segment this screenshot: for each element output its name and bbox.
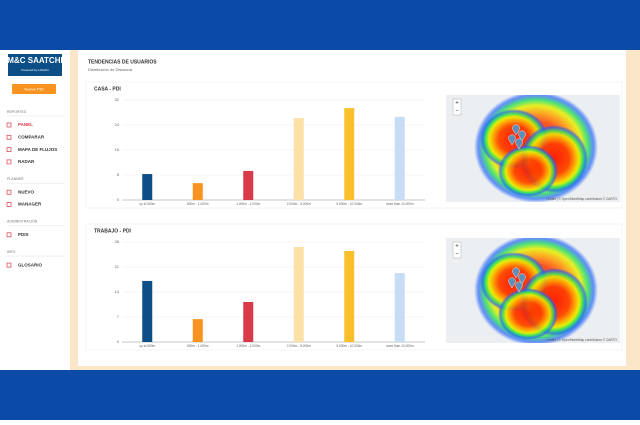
x-tick-label: 500m - 1.000m xyxy=(187,344,209,348)
bar xyxy=(394,273,405,342)
new-poi-button[interactable] xyxy=(12,84,56,94)
map-pin xyxy=(515,138,523,150)
bar xyxy=(142,174,153,200)
bar xyxy=(394,116,405,200)
zoom-control xyxy=(452,241,462,259)
map-pin xyxy=(512,267,520,279)
menu-item[interactable]: PDIS xyxy=(18,232,29,237)
logo-box xyxy=(8,54,62,76)
menu-section: REPORTES xyxy=(7,110,27,114)
heat-blob xyxy=(498,145,558,197)
bar xyxy=(192,183,203,200)
sidebar xyxy=(0,50,70,370)
menu-icon xyxy=(6,159,12,165)
bar xyxy=(344,108,355,200)
logo-sub: Powered by LOGAN xyxy=(21,68,48,72)
new-poi-label[interactable]: Nuevo PDI xyxy=(24,87,43,92)
bar xyxy=(243,302,254,342)
bar xyxy=(243,170,254,200)
map-pin xyxy=(515,281,523,293)
menu-icon xyxy=(6,189,12,195)
x-tick-label: up to 500m xyxy=(139,344,155,348)
menu-item[interactable]: COMPARAR xyxy=(18,134,45,139)
map-pin xyxy=(508,134,516,146)
y-tick-label: 0 xyxy=(117,197,120,202)
map-attribution: Leaflet | © OpenStreetMap contributors ©… xyxy=(546,338,617,342)
x-tick-label: 1.000m - 2.000m xyxy=(236,344,260,348)
zoom-out[interactable]: − xyxy=(455,109,459,115)
menu-icon xyxy=(6,122,12,128)
heatmap xyxy=(474,238,598,343)
x-tick-label: 5.000m - 10.000m xyxy=(336,344,362,348)
heatmap xyxy=(474,95,598,202)
heat-blob xyxy=(498,288,558,340)
menu-icon xyxy=(6,134,12,140)
y-tick-label: 8 xyxy=(117,172,120,177)
map-pin xyxy=(518,130,526,142)
chart-title: CASA - PDI xyxy=(94,86,121,92)
map-pin xyxy=(508,277,516,289)
zoom-in[interactable]: + xyxy=(455,244,459,250)
y-tick-label: 21 xyxy=(115,264,120,269)
map-pin xyxy=(512,124,520,136)
y-tick-label: 24 xyxy=(115,122,120,127)
bar xyxy=(293,247,304,342)
menu-item[interactable]: NUEVO xyxy=(18,189,35,194)
menu-item[interactable]: MANAGER xyxy=(18,202,42,207)
menu-item[interactable]: PANEL xyxy=(18,122,33,127)
y-tick-label: 28 xyxy=(115,239,120,244)
zoom-out[interactable]: − xyxy=(455,252,459,258)
menu-item[interactable]: MAPA DE FLUJOS xyxy=(18,147,57,152)
menu-section: INFO xyxy=(7,250,16,254)
zoom-in[interactable]: + xyxy=(455,101,459,107)
menu-item[interactable]: GLOSARIO xyxy=(18,262,43,267)
x-tick-label: 2.000m - 5.000m xyxy=(287,344,311,348)
x-tick-label: more than 10.000m xyxy=(386,344,414,348)
map-pin xyxy=(518,273,526,285)
page-title: TENDENCIAS DE USUARIOS xyxy=(88,59,157,65)
bar xyxy=(344,250,355,342)
menu-section: PLANNER xyxy=(7,177,24,181)
menu-icon xyxy=(6,202,12,207)
charts: CASA - PDI 0 8 16 24 32 up to 500m 500m - 1.000… xyxy=(85,81,623,351)
bar xyxy=(142,280,153,342)
x-tick-label: up to 500m xyxy=(139,202,155,206)
x-tick-label: 1.000m - 2.000m xyxy=(236,202,260,206)
x-tick-label: 5.000m - 10.000m xyxy=(336,202,362,206)
x-tick-label: 500m - 1.000m xyxy=(187,202,209,206)
y-tick-label: 14 xyxy=(115,289,120,294)
bar xyxy=(293,118,304,200)
x-tick-label: 2.000m - 5.000m xyxy=(287,202,311,206)
page-subtitle: Distribución de Distancia xyxy=(88,67,133,72)
menu-item[interactable]: RADAR xyxy=(18,159,35,164)
map-attribution: Leaflet | © OpenStreetMap contributors ©… xyxy=(546,197,617,201)
y-tick-label: 32 xyxy=(115,97,120,102)
bar xyxy=(192,319,203,342)
zoom-control xyxy=(452,98,462,116)
y-tick-label: 0 xyxy=(117,339,120,344)
logo: M&C SAATCHI xyxy=(7,56,62,65)
menu-section: ADMINISTRACIÓN xyxy=(7,219,38,224)
y-tick-label: 7 xyxy=(117,314,120,319)
y-tick-label: 16 xyxy=(115,147,120,152)
menu: REPORTES PANEL COMPARAR MAPA DE FLUJOS RADAR… xyxy=(6,110,64,268)
chart-title: TRABAJO - PDI xyxy=(94,228,132,234)
menu-icon xyxy=(6,232,12,238)
menu-icon xyxy=(6,262,12,268)
x-tick-label: more than 10.000m xyxy=(386,202,414,206)
menu-icon xyxy=(6,147,12,152)
